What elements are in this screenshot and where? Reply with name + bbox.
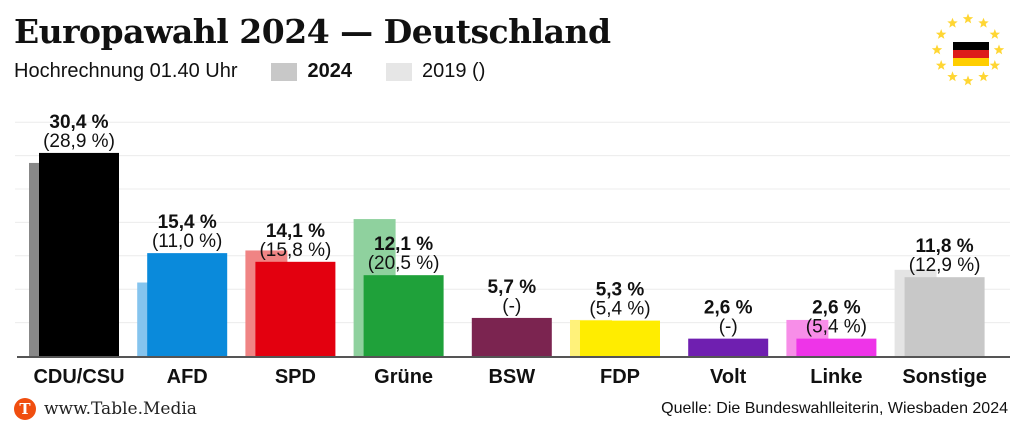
eu-star-icon xyxy=(962,75,974,86)
value-label-2019: (15,8 %) xyxy=(259,240,331,261)
flag-stripe xyxy=(953,42,989,50)
bar-2024 xyxy=(147,253,228,356)
category-label: SPD xyxy=(275,366,316,388)
bar-2024 xyxy=(363,275,444,356)
value-label-2024: 5,7 % xyxy=(488,277,537,298)
subtitle-legend: Hochrechnung 01.40 Uhr 2024 2019 () xyxy=(14,60,485,83)
bar-2024 xyxy=(688,338,769,356)
legend-label-2019: 2019 () xyxy=(421,60,486,82)
eu-star-icon xyxy=(989,29,1001,39)
eu-star-icon xyxy=(978,71,989,82)
chart-title: Europawahl 2024 — Deutschland xyxy=(14,12,611,51)
table-media-logo-icon: T xyxy=(14,398,36,420)
value-label-2024: 2,6 % xyxy=(812,298,861,319)
category-label: CDU/CSU xyxy=(33,366,124,388)
flag-stripe xyxy=(953,50,989,58)
legend-swatch-2019 xyxy=(385,62,412,81)
value-label-2024: 30,4 % xyxy=(49,112,108,133)
value-label-2019: (5,4 %) xyxy=(589,299,650,320)
value-label-2024: 5,3 % xyxy=(596,280,645,301)
legend-swatch-2024 xyxy=(271,62,298,81)
flag-stripe xyxy=(953,58,989,66)
category-label: Sonstige xyxy=(902,366,986,388)
eu-star-icon xyxy=(935,29,947,39)
value-label-2024: 14,1 % xyxy=(266,221,325,242)
eu-star-icon xyxy=(962,13,974,24)
footer-brand: T www.Table.Media xyxy=(14,398,197,420)
eu-germany-flag-icon xyxy=(931,13,1005,86)
subtitle: Hochrechnung 01.40 Uhr xyxy=(14,60,238,82)
bar-2024 xyxy=(255,261,336,356)
eu-star-icon xyxy=(935,60,947,70)
category-label: Grüne xyxy=(374,366,433,388)
category-label: Volt xyxy=(710,366,747,388)
value-label-2024: 15,4 % xyxy=(158,212,217,233)
bar-2024 xyxy=(796,338,877,356)
value-label-2019: (-) xyxy=(502,296,521,317)
value-label-2024: 12,1 % xyxy=(374,234,433,255)
value-label-2019: (28,9 %) xyxy=(43,131,115,152)
bar-2024 xyxy=(39,152,119,356)
value-label-2019: (5,4 %) xyxy=(806,317,867,338)
bar-2024 xyxy=(471,317,552,356)
eu-star-icon xyxy=(989,60,1001,70)
eu-star-icon xyxy=(947,71,958,82)
category-label: FDP xyxy=(600,366,640,388)
eu-star-icon xyxy=(931,44,943,55)
value-label-2024: 2,6 % xyxy=(704,298,753,319)
value-label-2019: (12,9 %) xyxy=(909,255,981,276)
eu-star-icon xyxy=(978,17,989,28)
category-label: Linke xyxy=(810,366,862,388)
value-label-2024: 11,8 % xyxy=(916,236,974,257)
source-note: Quelle: Die Bundeswahlleiterin, Wiesbade… xyxy=(661,400,1008,417)
bar-2024 xyxy=(904,277,985,356)
category-label: BSW xyxy=(488,366,535,388)
value-label-2019: (20,5 %) xyxy=(368,253,440,274)
site-link[interactable]: www.Table.Media xyxy=(44,399,197,419)
category-label: AFD xyxy=(167,366,208,388)
eu-star-icon xyxy=(993,44,1005,55)
value-label-2019: (-) xyxy=(719,317,738,338)
eu-star-icon xyxy=(947,17,958,28)
legend-label-2024: 2024 xyxy=(307,60,352,82)
bar-2024 xyxy=(580,320,660,356)
value-label-2019: (11,0 %) xyxy=(152,231,222,252)
